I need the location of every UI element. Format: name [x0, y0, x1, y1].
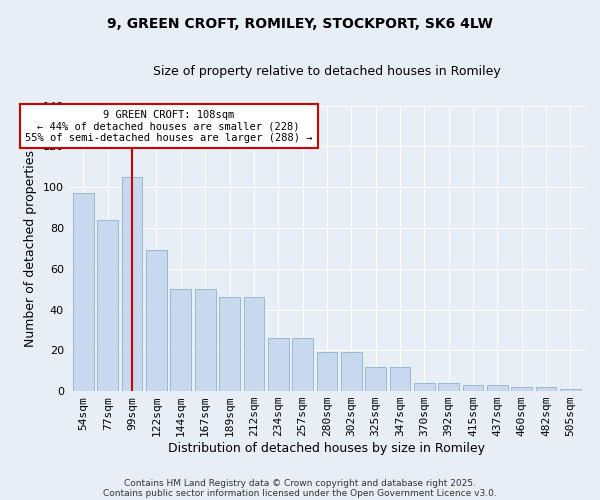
Bar — [195, 289, 215, 391]
Bar — [389, 366, 410, 391]
Bar — [439, 383, 459, 391]
Bar — [365, 366, 386, 391]
Text: Contains HM Land Registry data © Crown copyright and database right 2025.: Contains HM Land Registry data © Crown c… — [124, 478, 476, 488]
Bar — [97, 220, 118, 391]
Bar — [317, 352, 337, 391]
Bar — [73, 194, 94, 391]
Text: 9, GREEN CROFT, ROMILEY, STOCKPORT, SK6 4LW: 9, GREEN CROFT, ROMILEY, STOCKPORT, SK6 … — [107, 18, 493, 32]
Bar — [244, 298, 264, 391]
Bar — [414, 383, 434, 391]
Bar — [341, 352, 362, 391]
Bar — [536, 387, 556, 391]
Bar — [463, 385, 484, 391]
X-axis label: Distribution of detached houses by size in Romiley: Distribution of detached houses by size … — [169, 442, 485, 455]
Text: Contains public sector information licensed under the Open Government Licence v3: Contains public sector information licen… — [103, 488, 497, 498]
Bar — [560, 389, 581, 391]
Bar — [122, 177, 142, 391]
Y-axis label: Number of detached properties: Number of detached properties — [24, 150, 37, 347]
Title: Size of property relative to detached houses in Romiley: Size of property relative to detached ho… — [153, 65, 501, 78]
Bar — [219, 298, 240, 391]
Bar — [170, 289, 191, 391]
Bar — [487, 385, 508, 391]
Bar — [511, 387, 532, 391]
Bar — [268, 338, 289, 391]
Text: 9 GREEN CROFT: 108sqm
← 44% of detached houses are smaller (228)
55% of semi-det: 9 GREEN CROFT: 108sqm ← 44% of detached … — [25, 110, 313, 143]
Bar — [292, 338, 313, 391]
Bar — [146, 250, 167, 391]
